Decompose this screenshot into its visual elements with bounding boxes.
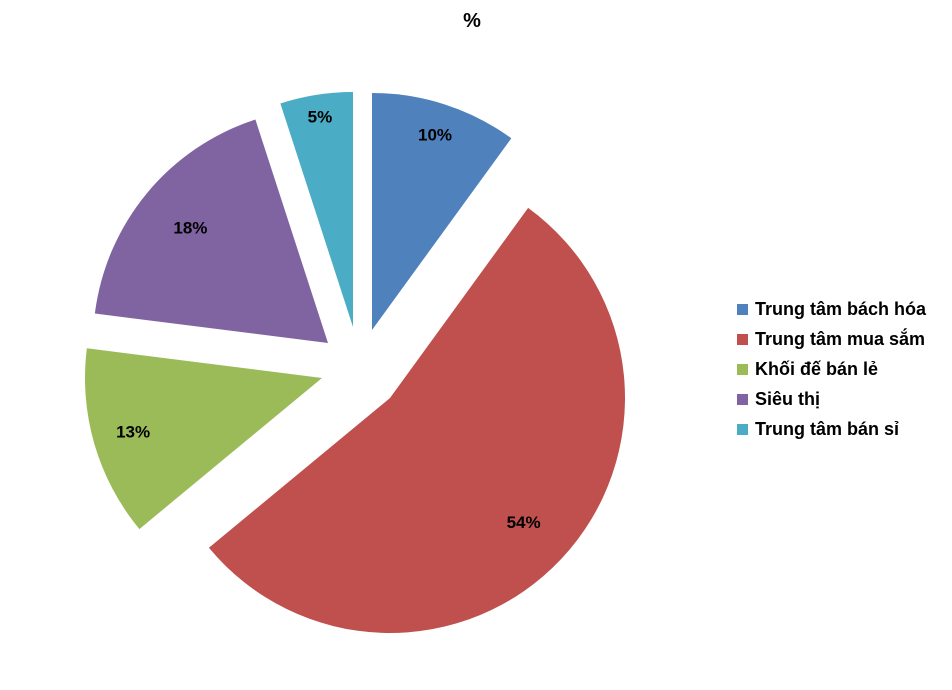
- legend-label: Siêu thị: [755, 388, 821, 409]
- legend-swatch: [737, 423, 748, 435]
- data-label-1: 10%: [418, 126, 452, 145]
- legend-item: Khối đế bán lẻ: [737, 354, 926, 384]
- pie-slice-2: [208, 207, 626, 634]
- legend-swatch: [737, 333, 748, 345]
- chart-title: %: [463, 10, 481, 32]
- legend-item: Siêu thị: [737, 384, 926, 414]
- data-label-2: 54%: [507, 513, 541, 532]
- legend-swatch: [737, 363, 748, 375]
- legend-label: Khối đế bán lẻ: [755, 358, 879, 379]
- pie-slice-5: [280, 92, 353, 327]
- data-label-5: 5%: [308, 108, 333, 127]
- data-label-4: 18%: [173, 219, 207, 238]
- legend-item: Trung tâm bán sỉ: [737, 414, 926, 444]
- pie-slice-1: [372, 93, 512, 330]
- legend-item: Trung tâm bách hóa: [737, 294, 926, 324]
- data-label-3: 13%: [116, 422, 150, 441]
- legend: Trung tâm bách hóa Trung tâm mua sắm Khối …: [737, 294, 926, 444]
- legend-swatch: [737, 393, 748, 405]
- legend-label: Trung tâm bách hóa: [755, 298, 927, 319]
- pie-slice-4: [94, 119, 328, 343]
- legend-label: Trung tâm mua sắm: [755, 328, 926, 349]
- pie-slice-3: [85, 348, 322, 530]
- legend-label: Trung tâm bán sỉ: [755, 418, 900, 439]
- legend-item: Trung tâm mua sắm: [737, 324, 926, 354]
- legend-swatch: [737, 303, 748, 315]
